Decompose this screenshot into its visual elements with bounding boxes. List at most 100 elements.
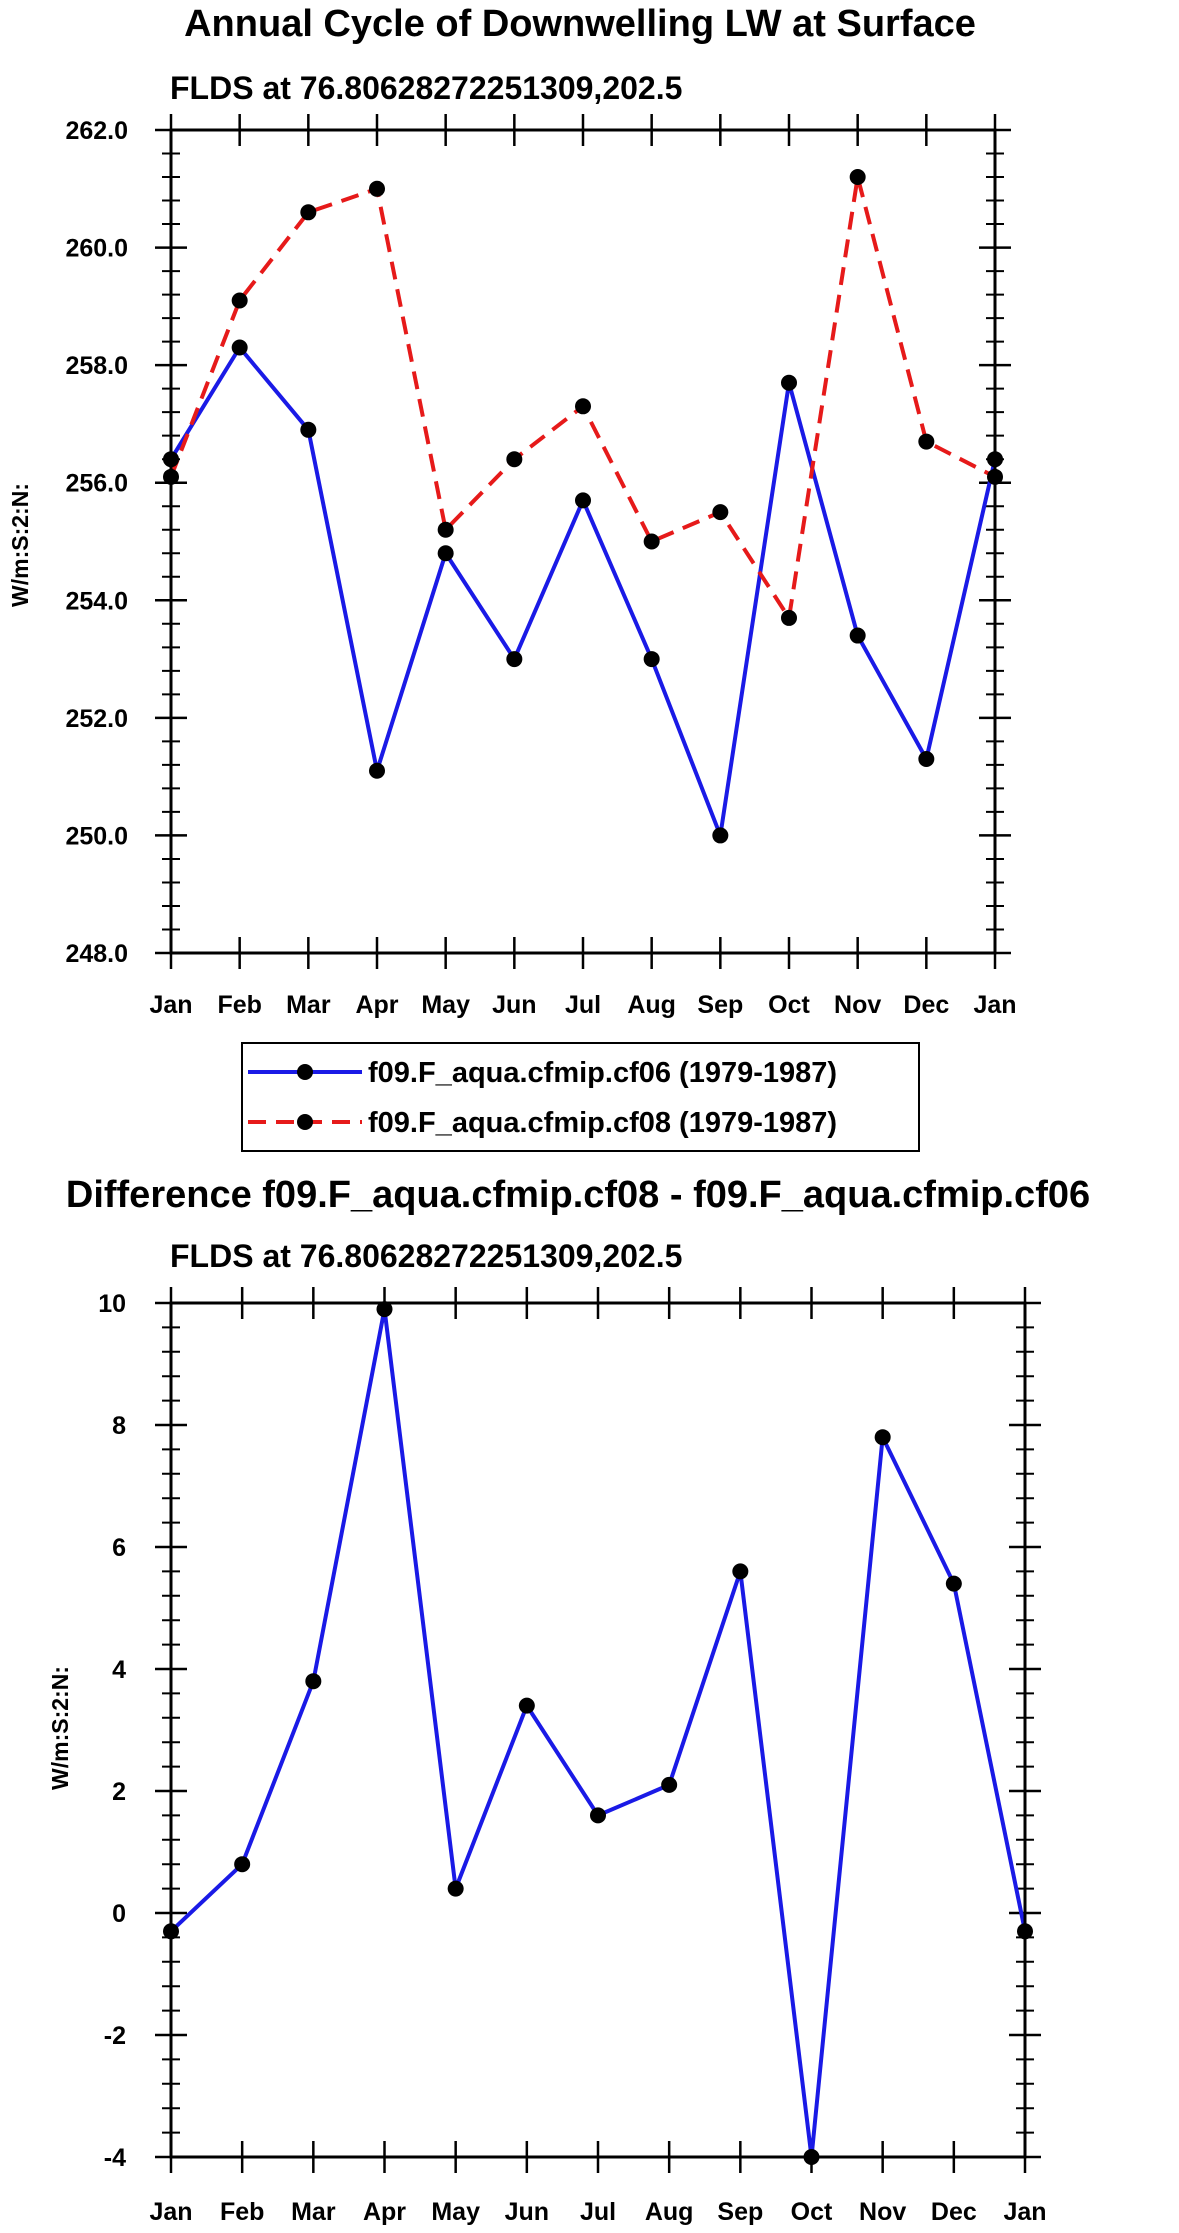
y-tick-labels: -4 -2 0 2 4 6 8 10	[98, 1290, 126, 2172]
data-point	[781, 609, 797, 626]
y-tick-label: 248.0	[65, 940, 128, 968]
data-point	[300, 204, 317, 221]
x-tick-label: Feb	[217, 991, 261, 1019]
x-tick-label: Apr	[363, 2198, 406, 2226]
data-point	[305, 1673, 322, 1690]
x-tick-label: Jan	[149, 991, 192, 1019]
data-point	[874, 1429, 891, 1446]
x-tick-label: Aug	[627, 991, 676, 1019]
data-point	[506, 451, 523, 468]
y-tick-label: 250.0	[65, 822, 128, 850]
x-tick-label: Dec	[903, 991, 949, 1019]
x-tick-label: May	[421, 991, 470, 1019]
y-tick-label: 4	[112, 1656, 126, 1684]
plot-frame	[169, 1301, 1027, 2159]
y-axis-label: W/m:S:2:N:	[7, 483, 33, 607]
legend-label-cf08: f09.F_aqua.cfmip.cf08 (1979-1987)	[368, 1107, 837, 1139]
y-tick-label: -2	[104, 2022, 126, 2050]
difference-chart: Difference f09.F_aqua.cfmip.cf08 - f09.F…	[47, 1174, 1090, 2226]
data-point	[661, 1776, 678, 1793]
y-tick-label: 6	[112, 1534, 126, 1562]
series-layer	[163, 169, 1003, 844]
series-line	[169, 1307, 1027, 2159]
x-tick-label: Dec	[931, 2198, 977, 2226]
data-point	[849, 627, 866, 644]
x-tick-label: Jan	[1003, 2198, 1046, 2226]
plot-frame	[169, 128, 997, 955]
y-tick-labels: 248.0 250.0 252.0 254.0 256.0 258.0 260.0 262.0	[65, 117, 128, 968]
x-tick-label: Mar	[291, 2198, 336, 2226]
data-point	[643, 533, 660, 550]
tick-marks	[155, 1287, 1041, 2173]
data-point	[234, 1856, 251, 1873]
x-tick-label: Jun	[492, 991, 536, 1019]
legend: f09.F_aqua.cfmip.cf06 (1979-1987) f09.F_…	[241, 1042, 920, 1152]
x-tick-label: Jan	[149, 2198, 192, 2226]
data-point	[643, 651, 660, 668]
y-tick-label: 258.0	[65, 352, 128, 380]
data-point	[369, 180, 385, 197]
x-tick-label: Oct	[768, 991, 810, 1019]
series-layer	[163, 1301, 1033, 2165]
y-tick-label: 0	[112, 1900, 126, 1928]
chart-subtitle: FLDS at 76.80628272251309,202.5	[170, 1238, 682, 1274]
x-tick-label: Aug	[645, 2198, 694, 2226]
x-tick-label: May	[431, 2198, 480, 2226]
data-point	[781, 374, 797, 391]
x-tick-label: Mar	[286, 991, 331, 1019]
data-point	[712, 504, 729, 521]
data-point	[376, 1301, 393, 1318]
data-point	[437, 521, 454, 538]
legend-entry-cf06: f09.F_aqua.cfmip.cf06 (1979-1987)	[248, 1057, 837, 1089]
legend-box	[241, 1042, 920, 1152]
y-tick-label: 10	[98, 1290, 126, 1318]
data-point	[590, 1807, 606, 1824]
legend-label-cf06: f09.F_aqua.cfmip.cf06 (1979-1987)	[368, 1057, 837, 1089]
y-tick-label: 256.0	[65, 470, 128, 498]
x-tick-label: Jun	[505, 2198, 549, 2226]
y-tick-label: 252.0	[65, 705, 128, 733]
y-tick-label: 8	[112, 1412, 126, 1440]
y-tick-label: -4	[104, 2144, 126, 2172]
data-point	[231, 339, 248, 356]
series-line	[169, 175, 996, 620]
data-point	[518, 1697, 535, 1714]
x-tick-label: Jul	[565, 991, 601, 1019]
data-point	[918, 751, 935, 768]
x-tick-labels: Jan Feb Mar Apr May Jun Jul Aug Sep Oct Nov Dec Jan	[149, 2198, 1046, 2226]
data-point	[575, 398, 591, 415]
y-tick-label: 254.0	[65, 587, 128, 615]
legend-marker-cf06	[297, 1064, 313, 1080]
x-tick-label: Jul	[580, 2198, 616, 2226]
data-point	[437, 545, 454, 562]
x-tick-label: Jan	[973, 991, 1016, 1019]
x-tick-label: Apr	[355, 991, 398, 1019]
legend-entry-cf08: f09.F_aqua.cfmip.cf08 (1979-1987)	[248, 1107, 837, 1139]
x-tick-label: Feb	[220, 2198, 264, 2226]
data-point	[369, 762, 385, 779]
data-point	[918, 433, 935, 450]
data-point	[712, 827, 729, 844]
data-point	[945, 1575, 962, 1592]
x-tick-label: Nov	[834, 991, 881, 1019]
x-tick-label: Nov	[859, 2198, 906, 2226]
y-tick-label: 262.0	[65, 117, 128, 145]
data-point	[575, 492, 591, 509]
data-point	[447, 1880, 464, 1897]
annual-cycle-chart: Annual Cycle of Downwelling LW at Surfac…	[7, 3, 1017, 1019]
y-tick-label: 260.0	[65, 235, 128, 263]
x-tick-label: Sep	[697, 991, 743, 1019]
legend-marker-cf08	[297, 1114, 313, 1130]
data-point	[231, 292, 248, 309]
chart-subtitle: FLDS at 76.80628272251309,202.5	[170, 70, 682, 106]
x-tick-label: Oct	[791, 2198, 833, 2226]
data-point	[849, 169, 866, 186]
series-line	[169, 345, 997, 838]
data-point	[300, 421, 317, 438]
data-point	[506, 651, 523, 668]
chart-title: Annual Cycle of Downwelling LW at Surfac…	[184, 3, 976, 45]
data-point	[732, 1563, 749, 1580]
x-tick-labels: Jan Feb Mar Apr May Jun Jul Aug Sep Oct Nov Dec Jan	[149, 991, 1016, 1019]
x-tick-label: Sep	[717, 2198, 763, 2226]
